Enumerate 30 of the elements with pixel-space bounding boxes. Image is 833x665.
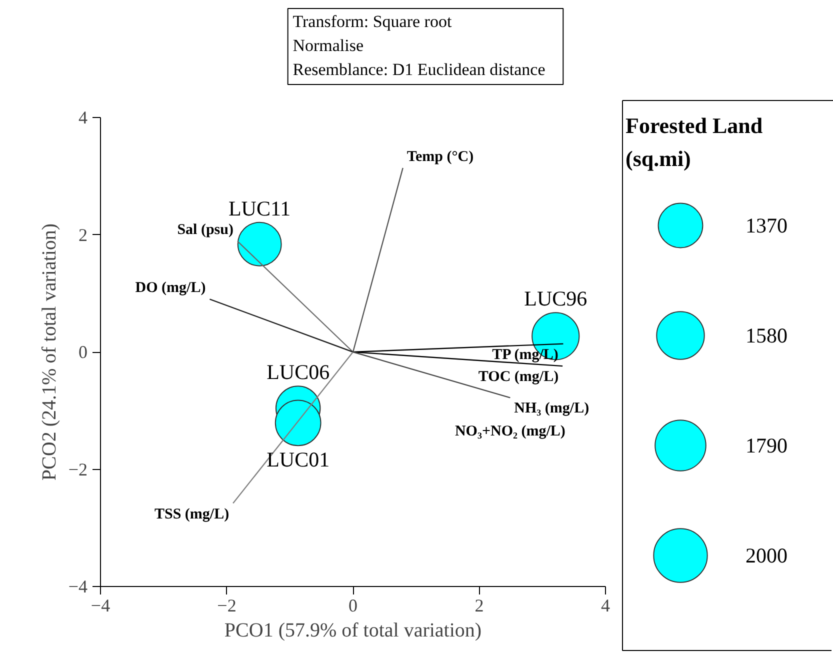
series-label: LUC96 [524,286,588,311]
series-label: Sal (psu) [177,222,234,238]
y-axis-title: PCO2 (24.1% of total variation) [38,223,60,481]
text: Transform: Square root [292,12,452,31]
y-tick-label: 4 [78,108,88,128]
x-tick-label: 0 [348,596,358,616]
y-tick-label: −2 [68,459,88,480]
y-tick-label: 0 [78,342,88,362]
x-tick-label: 2 [474,596,484,616]
series-label: TSS (mg/L) [154,506,230,522]
series-label: LUC11 [228,196,291,220]
legend-label: 1370 [746,214,788,238]
text: Normalise [292,36,364,55]
y-tick-label: −4 [68,576,88,596]
series-label: DO (mg/L) [135,280,206,296]
legend-label: 1580 [746,324,788,348]
x-tick-label: −2 [217,596,236,616]
series-label: Temp (°C) [406,148,474,165]
legend-title: Forested Land (sq.mi) [626,113,763,171]
x-tick-label: 4 [601,596,610,616]
legend-label: 2000 [746,544,788,568]
annotation: NO₃+NO₂ (mg/L) [454,424,566,440]
text: Resemblance: D1 Euclidean distance [292,60,546,79]
legend-label: 1790 [746,434,788,458]
y-tick-label: 2 [78,224,88,245]
series-label: NH₃ (mg/L) [514,400,590,417]
series-label: LUC01 [266,448,330,472]
series-label: TOC (mg/L) [478,369,559,386]
series-label: LUC06 [266,360,330,384]
x-axis-title: PCO1 (57.9% of total variation) [224,620,482,642]
